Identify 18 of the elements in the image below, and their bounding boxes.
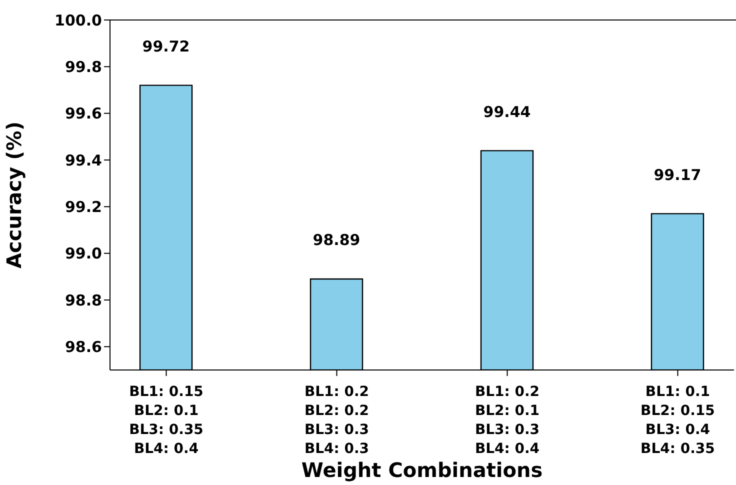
x-axis-title: Weight Combinations — [301, 458, 543, 482]
y-tick-label: 98.8 — [64, 291, 102, 310]
x-tick-label: BL1: 0.1 BL2: 0.15 BL3: 0.4 BL4: 0.35 — [640, 384, 715, 457]
y-tick-label: 100.0 — [54, 11, 102, 30]
y-tick-label: 98.6 — [64, 338, 102, 356]
y-tick-label: 99.2 — [64, 198, 102, 216]
x-tick-label: BL1: 0.2 BL2: 0.1 BL3: 0.3 BL4: 0.4 — [474, 384, 540, 457]
data-label: 98.89 — [312, 231, 360, 250]
x-tick-label: BL1: 0.15 BL2: 0.1 BL3: 0.35 BL4: 0.4 — [129, 384, 204, 457]
data-label: 99.72 — [142, 37, 190, 56]
x-tick-label: BL1: 0.2 BL2: 0.2 BL3: 0.3 BL4: 0.3 — [304, 384, 370, 457]
y-tick-label: 99.8 — [64, 58, 102, 76]
y-tick-label: 99.6 — [64, 104, 102, 123]
data-label: 99.44 — [483, 102, 531, 121]
y-axis-title: Accuracy (%) — [2, 122, 26, 268]
y-tick-label: 99.4 — [64, 151, 102, 170]
data-label: 99.17 — [654, 166, 702, 184]
y-tick-label: 99.0 — [64, 244, 102, 263]
